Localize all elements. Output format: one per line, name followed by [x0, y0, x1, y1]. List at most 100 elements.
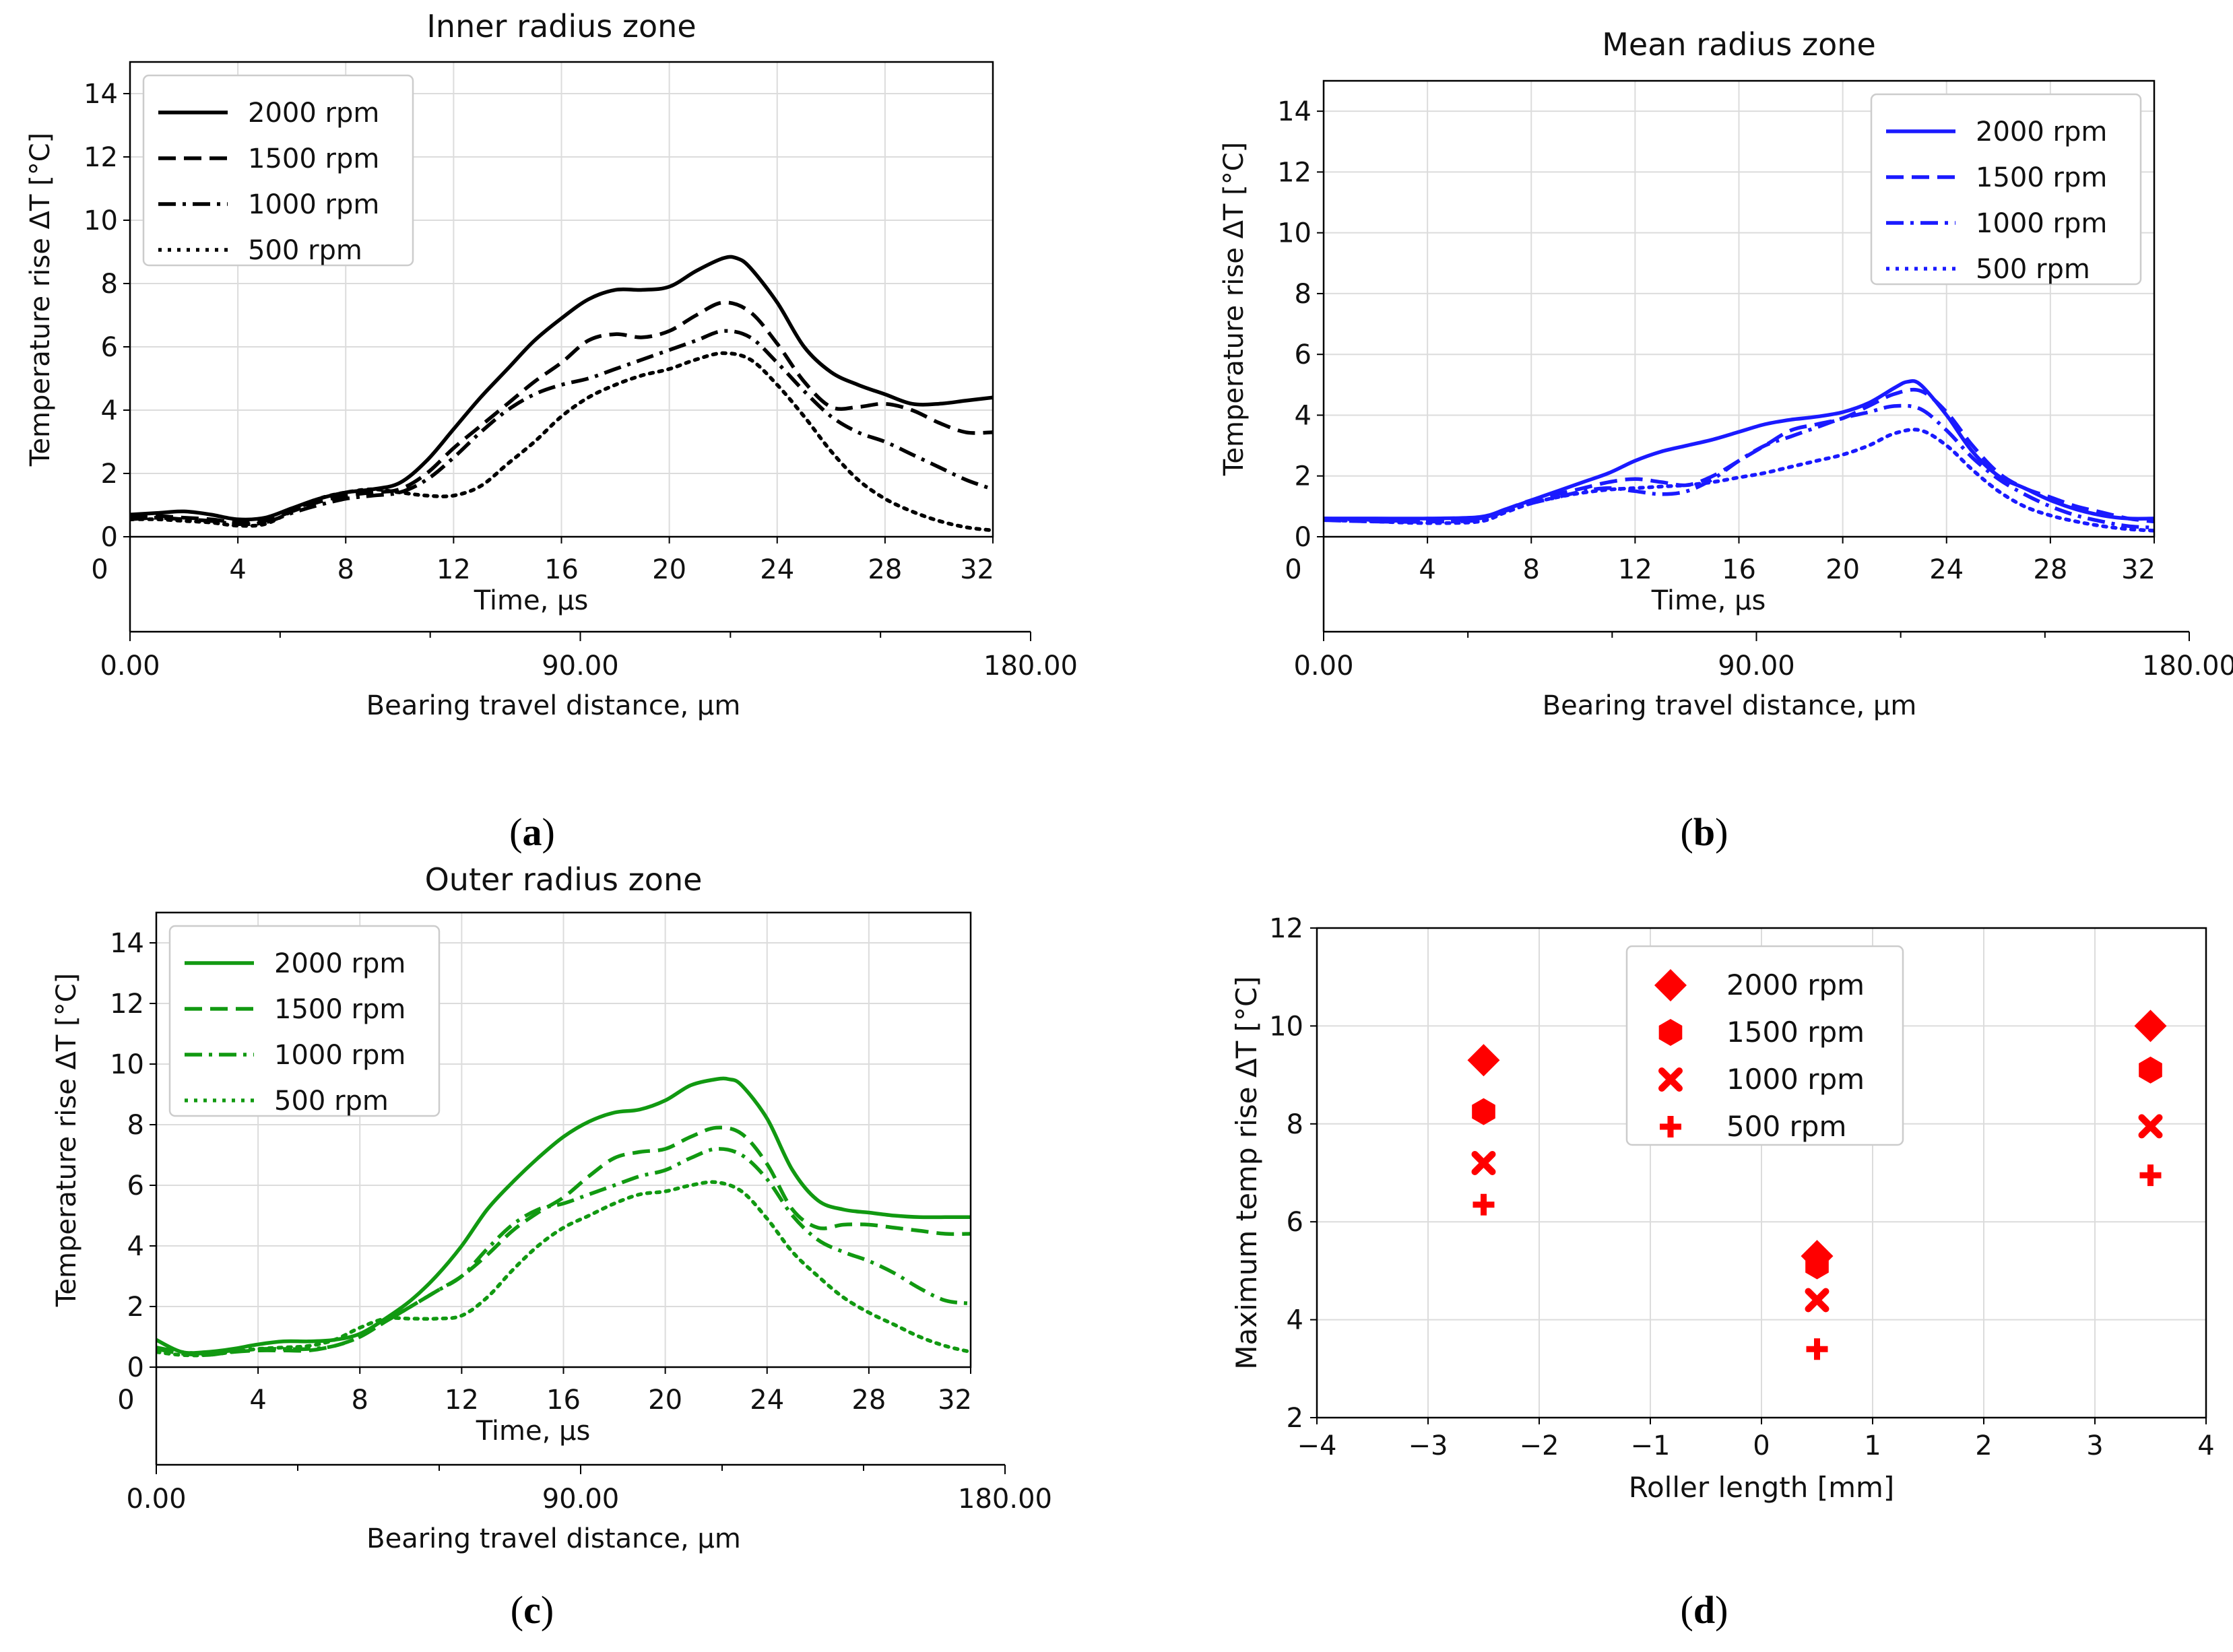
panel-label-close: ): [541, 1588, 554, 1632]
legend-label: 1000 rpm: [248, 189, 379, 220]
x-tick-label: 16: [546, 1385, 581, 1416]
scatter-point-1000-rpm: [2138, 1114, 2163, 1139]
legend: 2000 rpm 1500 rpm 1000 rpm 500 rpm: [168, 925, 441, 1117]
secondary-tick-label: 0.00: [1293, 651, 1353, 682]
panel-label-d: (d): [1681, 1588, 1728, 1632]
chart-title: Outer radius zone: [425, 861, 703, 898]
marker-stroke: [2138, 1114, 2163, 1139]
x-tick-label: 12: [1618, 554, 1652, 585]
panel-label-close: ): [1715, 810, 1728, 854]
series-line-500-rpm: [156, 1180, 971, 1358]
legend-marker: [1654, 969, 1687, 1001]
series-line-1000-rpm: [156, 1147, 971, 1356]
scatter-point-1500-rpm: [1472, 1098, 1495, 1125]
y-tick-label: 14: [84, 79, 118, 110]
scatter-point-1000-rpm: [1471, 1150, 1496, 1175]
x-tick-label: 8: [1523, 554, 1540, 585]
legend: 2000 rpm 1500 rpm 1000 rpm 500 rpm: [1625, 945, 1904, 1146]
y-tick-label: 0: [101, 522, 118, 553]
secondary-axis-label: Bearing travel distance, µm: [366, 690, 741, 721]
x-tick-label: 16: [1722, 554, 1756, 585]
x-tick-label: 28: [851, 1385, 886, 1416]
y-tick-label: 2: [127, 1292, 144, 1323]
panel-label-close: ): [1715, 1588, 1728, 1632]
legend-label: 1000 rpm: [274, 1040, 406, 1071]
series-line-1500-rpm: [156, 1125, 971, 1357]
secondary-tick-label: 90.00: [542, 651, 619, 682]
x-tick-label: 4: [2197, 1430, 2214, 1461]
x-tick-label: −4: [1297, 1430, 1337, 1461]
y-tick-label: 4: [101, 395, 118, 426]
marker-stroke: [1805, 1288, 1830, 1313]
legend-label: 1500 rpm: [274, 994, 406, 1025]
legend-label: 1500 rpm: [248, 143, 379, 174]
legend-label: 500 rpm: [248, 235, 362, 266]
series-line-2000-rpm: [130, 255, 993, 522]
x-tick-label: 16: [544, 554, 579, 585]
legend-box: [142, 74, 414, 267]
y-tick-label: 2: [101, 459, 118, 490]
scatter-point-1500-rpm: [1805, 1252, 1829, 1280]
marker-stroke: [1471, 1150, 1496, 1175]
y-tick-label: 12: [84, 142, 118, 173]
y-tick-label: 8: [1295, 279, 1312, 310]
x-axis-label: Time, µs: [1651, 585, 1766, 616]
legend-label: 500 rpm: [1726, 1110, 1846, 1143]
y-tick-label: 2: [1295, 461, 1312, 492]
x-tick-label: 28: [2033, 554, 2067, 585]
x-tick-label: 20: [652, 554, 686, 585]
secondary-tick-label: 90.00: [1718, 651, 1795, 682]
legend-label: 2000 rpm: [1976, 117, 2107, 147]
y-tick-label: 6: [101, 332, 118, 363]
y-tick-label: 10: [1269, 1011, 1303, 1042]
x-axis-label: Time, µs: [474, 585, 589, 616]
y-tick-label: 2: [1287, 1403, 1303, 1434]
scatter-point-500-rpm: [2139, 1164, 2162, 1187]
y-tick-label: 10: [110, 1049, 144, 1080]
series-line-1500-rpm: [1324, 387, 2154, 524]
y-tick-label: 12: [1277, 157, 1312, 188]
panel-label-c: (c): [511, 1588, 554, 1632]
x-tick-label: 4: [229, 554, 246, 585]
legend-box: [1870, 93, 2142, 286]
x-tick-label: −2: [1520, 1430, 1559, 1461]
legend-label: 500 rpm: [274, 1086, 389, 1117]
x-tick-label: 28: [868, 554, 902, 585]
legend-label: 2000 rpm: [248, 98, 379, 129]
series-line-1000-rpm: [1324, 403, 2154, 530]
x-tick-label: 12: [436, 554, 471, 585]
x-tick-label: 12: [445, 1385, 479, 1416]
x-tick-label: 32: [2121, 554, 2156, 585]
scatter-point-1500-rpm: [2139, 1056, 2162, 1084]
y-axis-label: Temperature rise ΔT [°C]: [1219, 142, 1250, 476]
legend: 2000 rpm 1500 rpm 1000 rpm 500 rpm: [142, 74, 414, 267]
y-tick-label: 8: [1287, 1109, 1303, 1140]
panel-label-letter: b: [1693, 810, 1715, 854]
scatter-point-500-rpm: [1806, 1338, 1828, 1360]
panel-label-close: ): [542, 810, 555, 854]
x-axis-label: Time, µs: [476, 1416, 591, 1447]
legend-label: 2000 rpm: [1726, 968, 1865, 1001]
secondary-axis-label: Bearing travel distance, µm: [366, 1523, 741, 1554]
x-tick-label: 20: [648, 1385, 682, 1416]
scatter-point-2000-rpm: [2134, 1010, 2167, 1043]
y-tick-label: 6: [1295, 339, 1312, 370]
panel-label-a: (a): [509, 810, 555, 854]
legend-label: 1500 rpm: [1726, 1016, 1865, 1049]
legend-label: 1000 rpm: [1976, 208, 2107, 239]
y-tick-label: 14: [110, 928, 144, 959]
y-axis-label: Temperature rise ΔT [°C]: [51, 973, 82, 1307]
scatter-point-2000-rpm: [1467, 1044, 1500, 1077]
x-tick-label: 1: [1864, 1430, 1881, 1461]
legend-box: [1625, 945, 1904, 1146]
panel-label-open: (: [1681, 810, 1693, 854]
series-line-500-rpm: [1324, 428, 2154, 533]
panel-label-letter: c: [523, 1588, 541, 1632]
legend: 2000 rpm 1500 rpm 1000 rpm 500 rpm: [1870, 93, 2142, 286]
y-tick-label: 6: [127, 1170, 144, 1201]
panel-label-open: (: [509, 810, 522, 854]
x-tick-label: 32: [960, 554, 994, 585]
